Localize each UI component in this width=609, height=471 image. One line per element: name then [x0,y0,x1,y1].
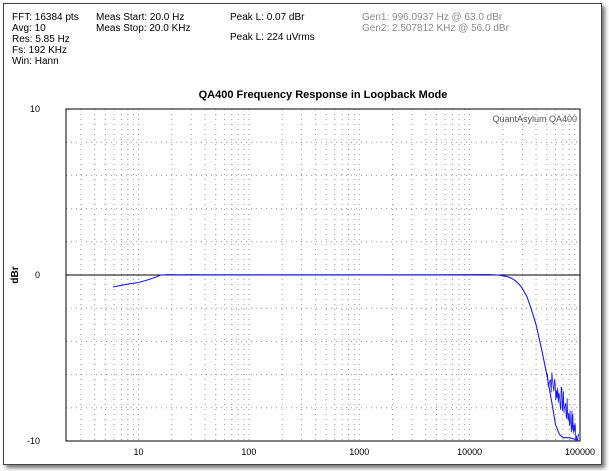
avg-count: Avg: 10 [12,23,46,34]
response-noise [546,372,579,442]
x-tick-label: 10 [134,447,144,457]
meas-start: Meas Start: 20.0 Hz [96,12,185,23]
x-tick-label: 100000 [565,447,595,457]
y-tick-labels: 10 0 -10 [27,104,40,446]
y-axis-label: dBr [10,266,21,283]
peak-vrms: Peak L: 224 uVrms [230,32,315,43]
gen1: Gen1: 996.0937 Hz @ 63.0 dBr [362,12,503,23]
meas-stop: Meas Stop: 20.0 KHz [96,23,191,34]
fft-points: FFT: 16384 pts [12,12,79,23]
x-tick-label: 10000 [457,447,482,457]
watermark: QuantAsylum QA400 [492,114,577,124]
y-tick-label: 10 [30,104,40,114]
gen2: Gen2: 2.507812 KHz @ 56.0 dBr [362,23,509,34]
generator-info: Gen1: 996.0937 Hz @ 63.0 dBr Gen2: 2.507… [362,12,509,34]
chart-window: FFT: 16384 pts Avg: 10 Res: 5.85 Hz Fs: … [3,3,602,465]
response-trace [112,273,578,440]
chart-title: QA400 Frequency Response in Loopback Mod… [199,89,448,101]
x-tick-label: 100 [241,447,256,457]
response-noise-trace [546,372,579,442]
frequency-response-chart: 10 100 1000 10000 100000 100-10 QA400 Freque… [10,89,595,457]
y-tick-label: -10 [27,436,40,446]
resolution: Res: 5.85 Hz [12,34,70,45]
peak-dbr: Peak L: 0.07 dBr [230,12,305,23]
y-tick-label: 0 [35,270,40,280]
meas-info: Meas Start: 20.0 Hz Meas Stop: 20.0 KHz [96,12,191,34]
window-type: Win: Hann [12,56,59,67]
fft-info: FFT: 16384 pts Avg: 10 Res: 5.85 Hz Fs: … [12,12,79,67]
x-tick-label: 1000 [349,447,369,457]
x-tick-labels: 10 100 1000 10000 100000 [134,447,595,457]
sample-rate: Fs: 192 KHz [12,45,68,56]
